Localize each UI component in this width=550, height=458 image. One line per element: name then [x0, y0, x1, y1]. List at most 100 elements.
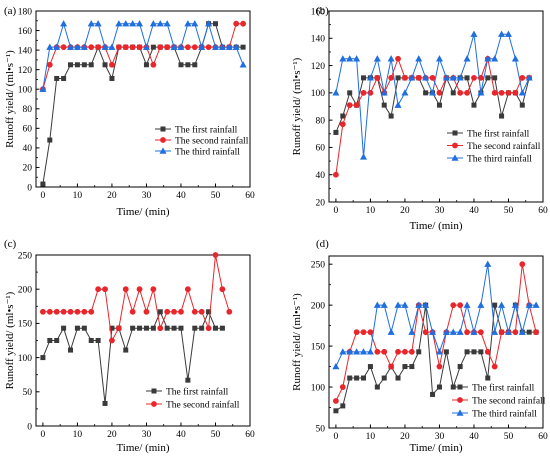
data-point	[498, 329, 505, 336]
data-point	[143, 308, 150, 315]
y-tick-label: 50	[316, 424, 326, 434]
data-point	[519, 261, 526, 268]
data-point	[206, 309, 212, 315]
x-tick-label: 40	[176, 430, 186, 440]
data-point	[60, 308, 67, 315]
data-point	[457, 302, 464, 309]
data-point	[143, 325, 149, 331]
data-point	[163, 20, 171, 27]
x-tick-label: 10	[366, 206, 376, 216]
data-point	[518, 89, 526, 96]
data-point	[150, 44, 156, 50]
y-tick-label: 200	[18, 286, 33, 296]
legend-label: The second rainfall	[467, 141, 541, 152]
data-point	[366, 348, 374, 355]
data-point	[164, 308, 171, 315]
data-point	[164, 44, 171, 51]
data-point	[422, 74, 430, 81]
data-point	[367, 364, 373, 370]
data-point	[333, 408, 339, 414]
data-point	[211, 43, 219, 50]
x-tick-label: 20	[107, 430, 117, 440]
legend-marker	[160, 126, 166, 132]
data-point	[498, 30, 506, 37]
data-point	[532, 301, 540, 308]
y-tick-label: 150	[18, 320, 33, 330]
data-point	[470, 328, 478, 335]
data-point	[218, 43, 226, 50]
data-point	[435, 55, 443, 62]
data-point	[491, 328, 499, 335]
legend-label: The first rainfall	[467, 128, 530, 139]
data-point	[374, 348, 381, 355]
legend-label: The second rainfall	[166, 399, 240, 410]
chart-panel-b: (b) 0 10 20 30 40 50 60 20 40 60 80 100 120 140 160 Time…	[291, 5, 548, 232]
data-point	[157, 325, 164, 332]
data-point	[408, 348, 415, 355]
data-point	[430, 391, 436, 397]
data-point	[184, 44, 191, 51]
data-point	[47, 337, 53, 343]
data-point	[401, 301, 409, 308]
legend-label: The third rainfall	[472, 408, 537, 419]
y-tick-label: 120	[18, 66, 33, 76]
series-3	[39, 20, 247, 92]
data-point	[109, 337, 115, 344]
data-point	[470, 30, 478, 37]
data-point	[115, 44, 122, 51]
legend-marker	[456, 409, 464, 416]
data-point	[88, 44, 95, 51]
data-point	[212, 325, 218, 331]
data-point	[60, 20, 68, 27]
y-tick-label: 0	[27, 183, 32, 193]
series-2	[333, 55, 533, 178]
x-tick-label: 60	[245, 430, 255, 440]
data-point	[485, 75, 491, 81]
data-point	[94, 20, 102, 27]
data-point	[219, 286, 226, 293]
data-point	[178, 325, 184, 331]
y-tick-label: 250	[311, 260, 326, 270]
y-tick-label: 120	[311, 62, 326, 72]
data-point	[491, 89, 498, 96]
x-tick-label: 30	[435, 206, 445, 216]
data-point	[457, 89, 464, 96]
data-point	[429, 328, 437, 335]
data-point	[108, 43, 116, 50]
data-point	[73, 43, 81, 50]
data-point	[512, 329, 519, 336]
data-point	[436, 384, 442, 390]
x-tick-label: 50	[211, 191, 221, 201]
legend-marker	[457, 384, 463, 390]
data-point	[416, 349, 422, 355]
panel-label: (b)	[316, 5, 329, 17]
legend-marker	[151, 388, 157, 394]
data-point	[240, 44, 246, 50]
data-point	[102, 400, 108, 406]
y-tick-label: 100	[18, 354, 33, 364]
chart-panel-d: (d) 0 10 20 30 40 50 60 50 100 150 200 250 Time/ (min…	[291, 238, 548, 454]
x-axis-title: Time/ (min)	[116, 206, 169, 218]
data-point	[339, 121, 346, 128]
data-point	[136, 286, 143, 293]
data-point	[239, 61, 247, 68]
data-point	[415, 74, 422, 81]
data-point	[60, 44, 67, 51]
data-point	[46, 308, 53, 315]
y-tick-label: 0	[27, 422, 32, 432]
data-point	[54, 75, 60, 81]
data-point	[95, 44, 102, 51]
x-tick-label: 20	[400, 432, 410, 442]
data-point	[185, 62, 191, 68]
data-point	[457, 364, 463, 370]
data-point	[519, 102, 525, 108]
y-axis-title: Runoff yield/ (ml•s⁻¹)	[291, 57, 303, 155]
x-axis-title: Time/ (min)	[116, 442, 169, 454]
data-point	[360, 89, 367, 96]
data-point	[394, 301, 402, 308]
data-point	[512, 89, 519, 96]
data-point	[68, 62, 74, 68]
data-point	[374, 384, 380, 390]
data-point	[381, 348, 388, 355]
y-tick-label: 80	[316, 116, 326, 126]
